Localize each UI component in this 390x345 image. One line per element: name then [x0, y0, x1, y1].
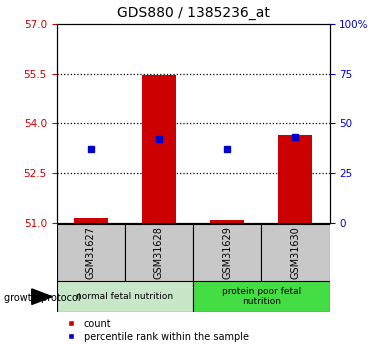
- Bar: [57, 224, 125, 281]
- Text: GSM31628: GSM31628: [154, 226, 164, 279]
- Polygon shape: [32, 289, 52, 305]
- Text: GSM31630: GSM31630: [291, 226, 300, 279]
- Text: growth protocol: growth protocol: [4, 294, 80, 303]
- Bar: [210, 220, 244, 223]
- Text: GSM31627: GSM31627: [86, 226, 96, 279]
- Bar: [193, 281, 330, 312]
- Text: GSM31629: GSM31629: [222, 226, 232, 279]
- Bar: [261, 224, 330, 281]
- Bar: [74, 218, 108, 223]
- Bar: [142, 76, 176, 223]
- Bar: [125, 224, 193, 281]
- Bar: [193, 224, 261, 281]
- Legend: count, percentile rank within the sample: count, percentile rank within the sample: [61, 319, 249, 342]
- Bar: [278, 135, 312, 223]
- Title: GDS880 / 1385236_at: GDS880 / 1385236_at: [117, 6, 269, 20]
- Text: normal fetal nutrition: normal fetal nutrition: [76, 292, 174, 301]
- Text: protein poor fetal
nutrition: protein poor fetal nutrition: [222, 287, 301, 306]
- Bar: [57, 281, 193, 312]
